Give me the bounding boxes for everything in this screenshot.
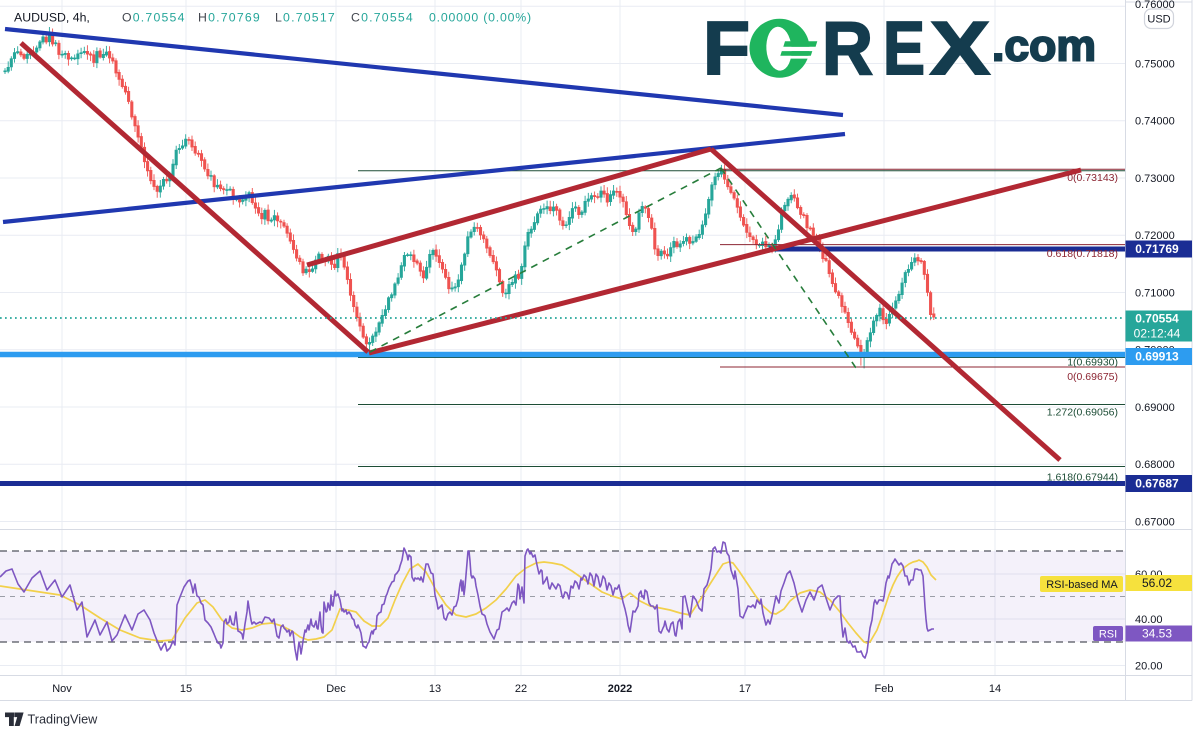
svg-text:02:12:44: 02:12:44 [1134,327,1181,341]
svg-text:1.618(0.67944): 1.618(0.67944) [1047,472,1118,484]
svg-text:1.272(0.69056): 1.272(0.69056) [1047,407,1118,419]
svg-text:C0.70554: C0.70554 [351,11,414,25]
svg-text:H0.70769: H0.70769 [198,11,261,25]
svg-text:1(0.69930): 1(0.69930) [1067,357,1118,369]
svg-text:14: 14 [989,683,1001,695]
svg-text:R: R [822,6,873,90]
svg-text:AUDUSD, 4h,: AUDUSD, 4h, [14,11,90,25]
svg-text:Dec: Dec [326,683,346,695]
svg-text:TradingView: TradingView [28,713,99,727]
svg-text:0.618(0.71818): 0.618(0.71818) [1047,248,1118,260]
svg-text:0.74000: 0.74000 [1135,116,1175,128]
svg-text:20.00: 20.00 [1135,661,1163,673]
svg-text:RSI-based MA: RSI-based MA [1046,579,1118,591]
svg-text:0.71769: 0.71769 [1135,242,1179,256]
svg-text:15: 15 [180,683,192,695]
svg-text:0.76000: 0.76000 [1135,0,1175,11]
svg-text:34.53: 34.53 [1142,627,1172,641]
svg-text:Nov: Nov [52,683,72,695]
svg-text:F: F [703,6,750,90]
svg-text:Feb: Feb [875,683,894,695]
svg-text:E: E [883,6,925,90]
svg-text:0.69913: 0.69913 [1135,350,1179,364]
svg-text:0.73000: 0.73000 [1135,173,1175,185]
svg-text:0.67000: 0.67000 [1135,517,1175,529]
svg-text:2022: 2022 [608,683,632,695]
svg-text:22: 22 [515,683,527,695]
svg-text:0.69000: 0.69000 [1135,402,1175,414]
svg-text:13: 13 [429,683,441,695]
svg-text:56.02: 56.02 [1142,576,1172,590]
svg-text:USD: USD [1147,14,1170,26]
svg-text:0.67687: 0.67687 [1135,477,1179,491]
svg-text:0.70554: 0.70554 [1135,312,1179,326]
svg-text:0(0.73143): 0(0.73143) [1067,172,1118,184]
svg-text:L0.70517: L0.70517 [275,11,336,25]
svg-text:.com: .com [992,22,1096,71]
svg-text:40.00: 40.00 [1135,614,1163,626]
svg-text:0.00000 (0.00%): 0.00000 (0.00%) [429,11,532,25]
svg-text:0(0.69675): 0(0.69675) [1067,371,1118,383]
svg-text:0.75000: 0.75000 [1135,59,1175,71]
svg-text:O0.70554: O0.70554 [122,11,186,25]
svg-text:X: X [930,6,990,90]
svg-text:17: 17 [739,683,751,695]
svg-text:RSI: RSI [1099,629,1117,641]
svg-text:0.71000: 0.71000 [1135,288,1175,300]
svg-text:0.68000: 0.68000 [1135,459,1175,471]
svg-text:0.72000: 0.72000 [1135,230,1175,242]
